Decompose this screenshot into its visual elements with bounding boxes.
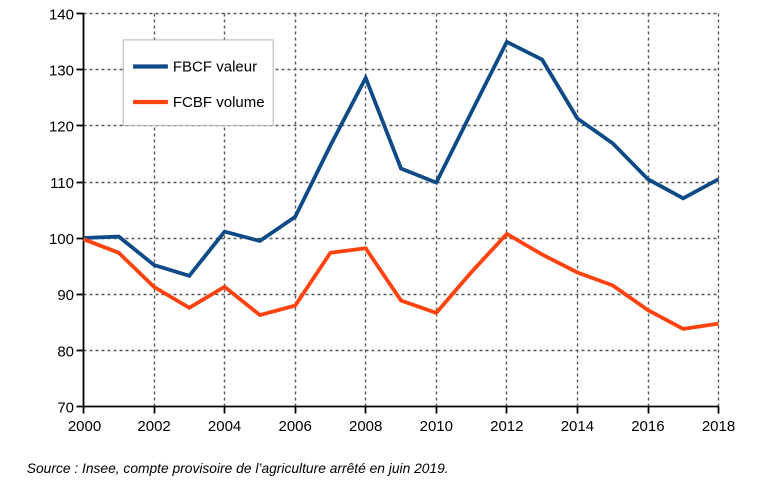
svg-text:2018: 2018: [702, 418, 735, 435]
svg-text:2004: 2004: [208, 418, 241, 435]
svg-text:2014: 2014: [561, 418, 594, 435]
svg-text:2012: 2012: [490, 418, 523, 435]
svg-text:90: 90: [57, 287, 74, 304]
svg-text:2016: 2016: [631, 418, 664, 435]
svg-text:Source : Insee, compte proviso: Source : Insee, compte provisoire de l’a…: [27, 461, 449, 476]
svg-text:140: 140: [49, 6, 74, 23]
svg-text:80: 80: [57, 343, 74, 360]
svg-text:2006: 2006: [279, 418, 312, 435]
svg-text:100: 100: [49, 231, 74, 248]
svg-text:70: 70: [57, 400, 74, 417]
svg-text:130: 130: [49, 63, 74, 80]
svg-text:120: 120: [49, 119, 74, 136]
svg-text:2010: 2010: [420, 418, 453, 435]
svg-text:FCBF volume: FCBF volume: [173, 94, 265, 111]
svg-text:2002: 2002: [137, 418, 170, 435]
svg-text:2008: 2008: [349, 418, 382, 435]
svg-text:110: 110: [50, 175, 74, 192]
svg-text:2000: 2000: [68, 418, 101, 435]
svg-text:FBCF valeur: FBCF valeur: [173, 59, 257, 76]
